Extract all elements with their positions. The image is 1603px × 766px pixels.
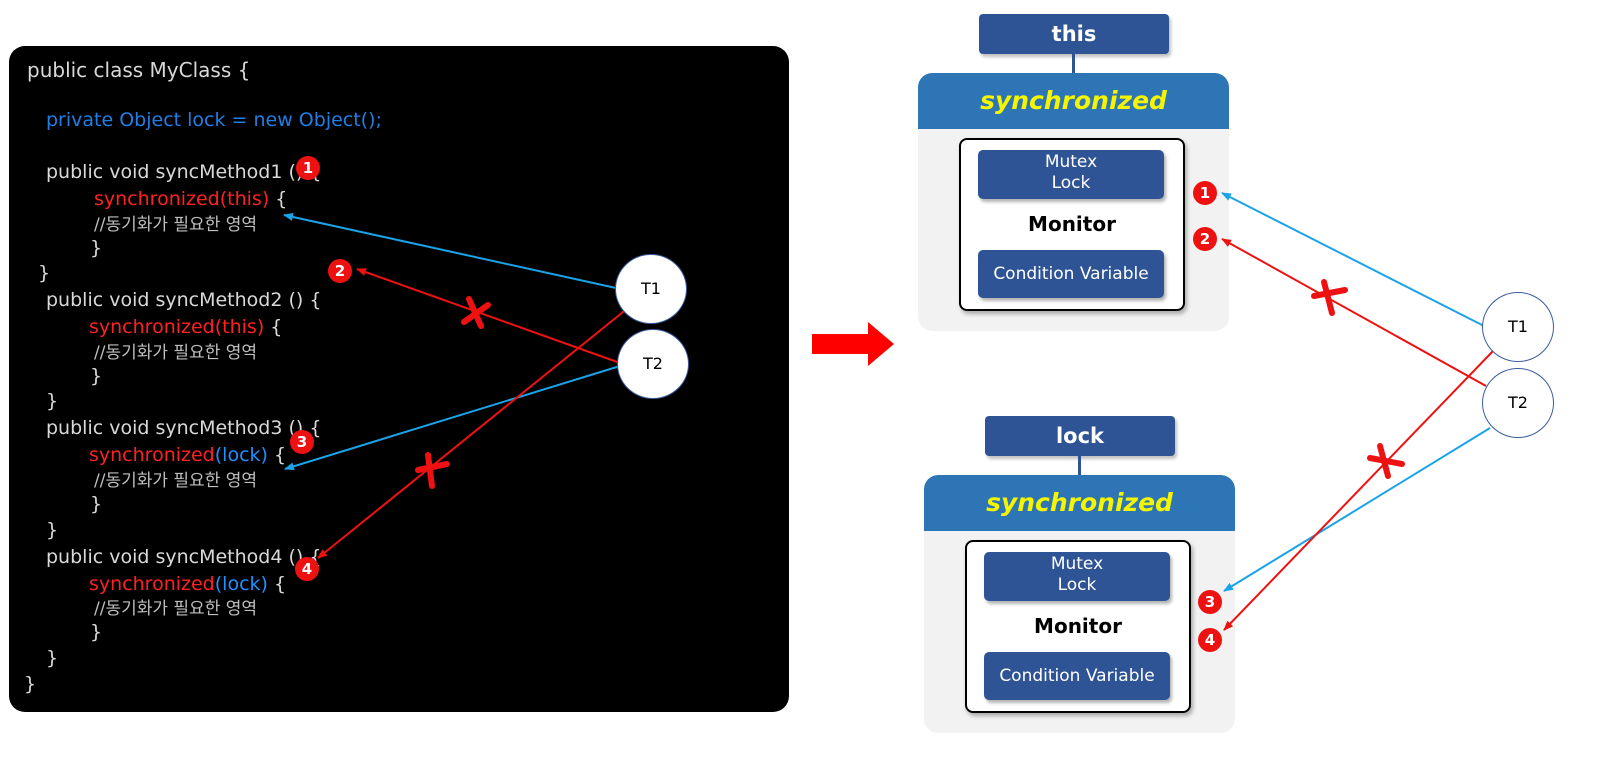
sync-keyword: synchronized — [89, 573, 215, 595]
monitor-box: Mutex Lock Monitor Condition Variable — [959, 138, 1185, 311]
sync-keyword: synchronized — [94, 188, 220, 210]
method3-sync-line: synchronized(lock) { — [89, 443, 286, 467]
mutex-lock-box: Mutex Lock — [978, 150, 1164, 199]
method1-close-inner: } — [90, 237, 103, 259]
sync-target: (lock) — [214, 573, 268, 595]
blocked-x-icon — [461, 296, 491, 329]
method3-signature: public void syncMethod3 () { — [46, 417, 322, 439]
step-badge-4: 4 — [1198, 628, 1222, 652]
sync-keyword: synchronized — [89, 316, 215, 338]
field-declaration: private Object lock = new Object(); — [46, 109, 382, 131]
thread-t2: T2 — [1482, 368, 1554, 438]
method2-signature: public void syncMethod2 () { — [46, 289, 322, 311]
object-label-this: this — [979, 14, 1169, 54]
class-declaration: public class MyClass { — [27, 58, 251, 82]
sync-brace: { — [264, 316, 283, 338]
arrow-t1-to-method1 — [283, 213, 617, 289]
step-badge-4: 4 — [295, 557, 319, 581]
arrow-t2-to-method3 — [284, 365, 621, 471]
method4-close-outer: } — [46, 647, 59, 669]
method1-sync-line: synchronized(this) { — [94, 187, 287, 211]
condition-variable-box: Condition Variable — [978, 250, 1164, 298]
sync-header: synchronized — [918, 73, 1229, 129]
monitor-label: Monitor — [1034, 614, 1122, 638]
arrow-t2-to-monitor2 — [1223, 427, 1491, 592]
method1-comment: //동기화가 필요한 영역 — [94, 215, 258, 235]
object-stem — [1072, 54, 1075, 74]
sync-keyword: synchronized — [89, 444, 215, 466]
sync-header: synchronized — [924, 475, 1235, 531]
arrow-t2-to-method2 — [356, 268, 621, 364]
class-close: } — [24, 673, 37, 695]
arrow-t2-to-monitor1 — [1221, 238, 1487, 387]
object-stem — [1078, 456, 1081, 476]
sync-target: (this) — [214, 316, 265, 338]
sync-block-lock: synchronized Mutex Lock Monitor Conditio… — [924, 475, 1235, 733]
method3-comment: //동기화가 필요한 영역 — [94, 471, 258, 491]
blocked-x-icon — [415, 452, 450, 489]
mutex-lock-box: Mutex Lock — [984, 552, 1170, 601]
method4-signature: public void syncMethod4 () { — [46, 546, 322, 568]
method4-close-inner: } — [90, 621, 103, 643]
monitor-label: Monitor — [1028, 212, 1116, 236]
step-badge-2: 2 — [328, 259, 352, 283]
step-badge-3: 3 — [1198, 590, 1222, 614]
arrow-t1-to-monitor2 — [1223, 349, 1495, 631]
object-label-lock: lock — [985, 416, 1175, 456]
arrow-t1-to-method4 — [317, 307, 629, 559]
method4-sync-line: synchronized(lock) { — [89, 572, 286, 596]
condition-variable-box: Condition Variable — [984, 652, 1170, 700]
monitor-box: Mutex Lock Monitor Condition Variable — [965, 540, 1191, 713]
method2-close-inner: } — [90, 365, 103, 387]
thread-t1: T1 — [615, 254, 687, 324]
arrow-t1-to-monitor1 — [1221, 192, 1485, 327]
sync-brace: { — [269, 188, 288, 210]
blocked-x-icon — [1367, 443, 1405, 479]
method3-close-inner: } — [90, 493, 103, 515]
method2-comment: //동기화가 필요한 영역 — [94, 343, 258, 363]
method2-close-outer: } — [46, 390, 59, 412]
method4-comment: //동기화가 필요한 영역 — [94, 599, 258, 619]
sync-brace: { — [267, 444, 287, 466]
step-badge-1: 1 — [1193, 181, 1217, 205]
method3-close-outer: } — [46, 519, 59, 541]
method1-close-outer: } — [38, 262, 51, 284]
sync-target: (this) — [219, 188, 270, 210]
sync-brace: { — [267, 573, 287, 595]
thread-t2: T2 — [617, 329, 689, 399]
thread-t1: T1 — [1482, 292, 1554, 362]
step-badge-1: 1 — [296, 156, 320, 180]
transform-arrow-icon — [812, 322, 894, 366]
sync-target: (lock) — [214, 444, 268, 466]
sync-block-this: synchronized Mutex Lock Monitor Conditio… — [918, 73, 1229, 331]
step-badge-3: 3 — [290, 430, 314, 454]
step-badge-2: 2 — [1193, 227, 1217, 251]
blocked-x-icon — [1311, 279, 1348, 316]
method2-sync-line: synchronized(this) { — [89, 315, 282, 339]
